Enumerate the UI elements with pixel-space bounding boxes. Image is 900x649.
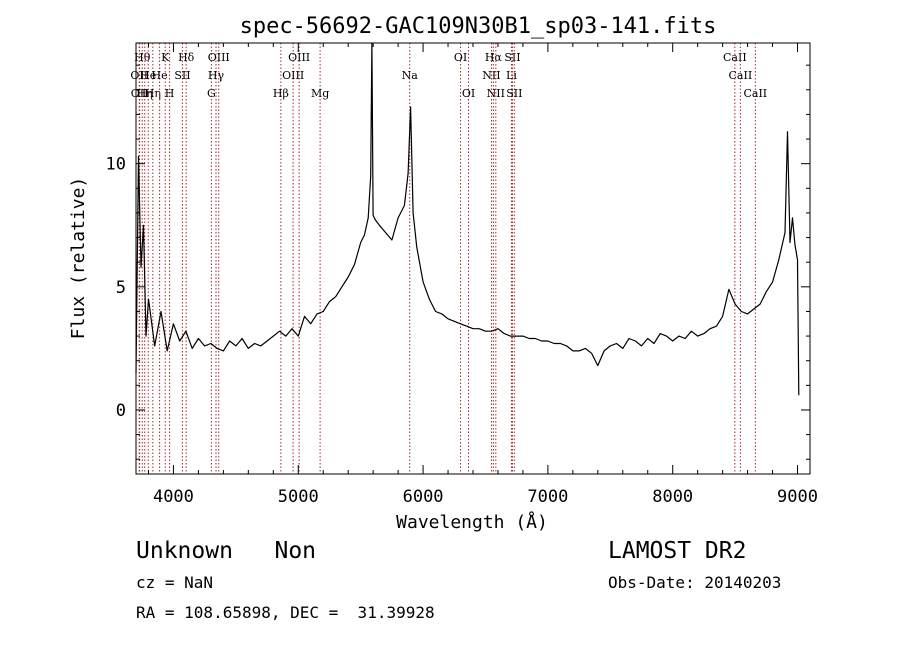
line-marker-label: Hβ (273, 87, 289, 100)
line-marker-label: Hη (137, 87, 153, 100)
line-marker-label: Hγ (208, 69, 225, 82)
y-axis-label: Flux (relative) (68, 177, 89, 340)
spectrum-series (135, 42, 800, 396)
x-tick-label: 4000 (153, 487, 194, 507)
line-marker-label: SII (504, 51, 520, 64)
y-tick-label: 0 (116, 401, 126, 421)
line-marker-label: SII (174, 69, 190, 82)
line-marker-label: Hδ (178, 51, 195, 64)
line-marker-label: Hα (485, 51, 503, 64)
line-marker-label: OIII (208, 51, 230, 64)
line-marker-label: OIII (288, 51, 310, 64)
x-tick-label: 5000 (278, 487, 319, 507)
line-marker-label: OII (131, 87, 149, 100)
line-marker-label: CaII (723, 51, 747, 64)
y-tick-label: 5 (116, 278, 126, 298)
line-marker-label: NII (482, 69, 500, 82)
x-axis-label: Wavelength (Å) (396, 511, 548, 533)
line-marker-label: K (161, 51, 170, 64)
axis-ticks: 4000 5000 6000 7000 8000 9000 0 5 10 (106, 43, 818, 507)
x-tick-label: 7000 (527, 487, 568, 507)
line-marker-label: H (165, 87, 175, 100)
survey-label: LAMOST DR2 (608, 538, 747, 564)
cz-value: cz = NaN (136, 573, 214, 592)
line-marker-label: NII (487, 87, 505, 100)
y-tick-label: 10 (106, 155, 126, 175)
line-marker-label: Na (402, 69, 419, 82)
line-marker-label: Hθ (134, 51, 151, 64)
coordinates: RA = 108.65898, DEC = 31.39928 (136, 603, 435, 622)
line-marker-label: OI (454, 51, 467, 64)
line-marker-label: Hη (145, 87, 161, 100)
plot-frame (135, 42, 811, 475)
line-marker-label: Mg (311, 87, 329, 100)
line-marker-label: CaII (729, 69, 753, 82)
line-marker-label: He (152, 69, 168, 82)
chart-title: spec-56692-GAC109N30B1_sp03-141.fits (240, 14, 717, 39)
line-marker-label: Li (506, 69, 517, 82)
spectrum-line (135, 42, 800, 396)
x-tick-label: 6000 (403, 487, 444, 507)
line-marker-label: OI (462, 87, 475, 100)
line-marker-label: CaII (743, 87, 767, 100)
line-marker-label: OIII (282, 69, 304, 82)
obs-date: Obs-Date: 20140203 (608, 573, 782, 592)
line-marker-label: He (140, 69, 156, 82)
line-marker-label: SII (506, 87, 522, 100)
x-tick-label: 8000 (652, 487, 693, 507)
line-marker-label: G (207, 87, 216, 100)
emission-line-markers: OIIOIIHθHηHeHηHeKHSIIHδGHγOIIIHβOIIIOIII… (130, 43, 767, 474)
x-tick-label: 9000 (777, 487, 818, 507)
class-label: Unknown Non (136, 538, 317, 564)
